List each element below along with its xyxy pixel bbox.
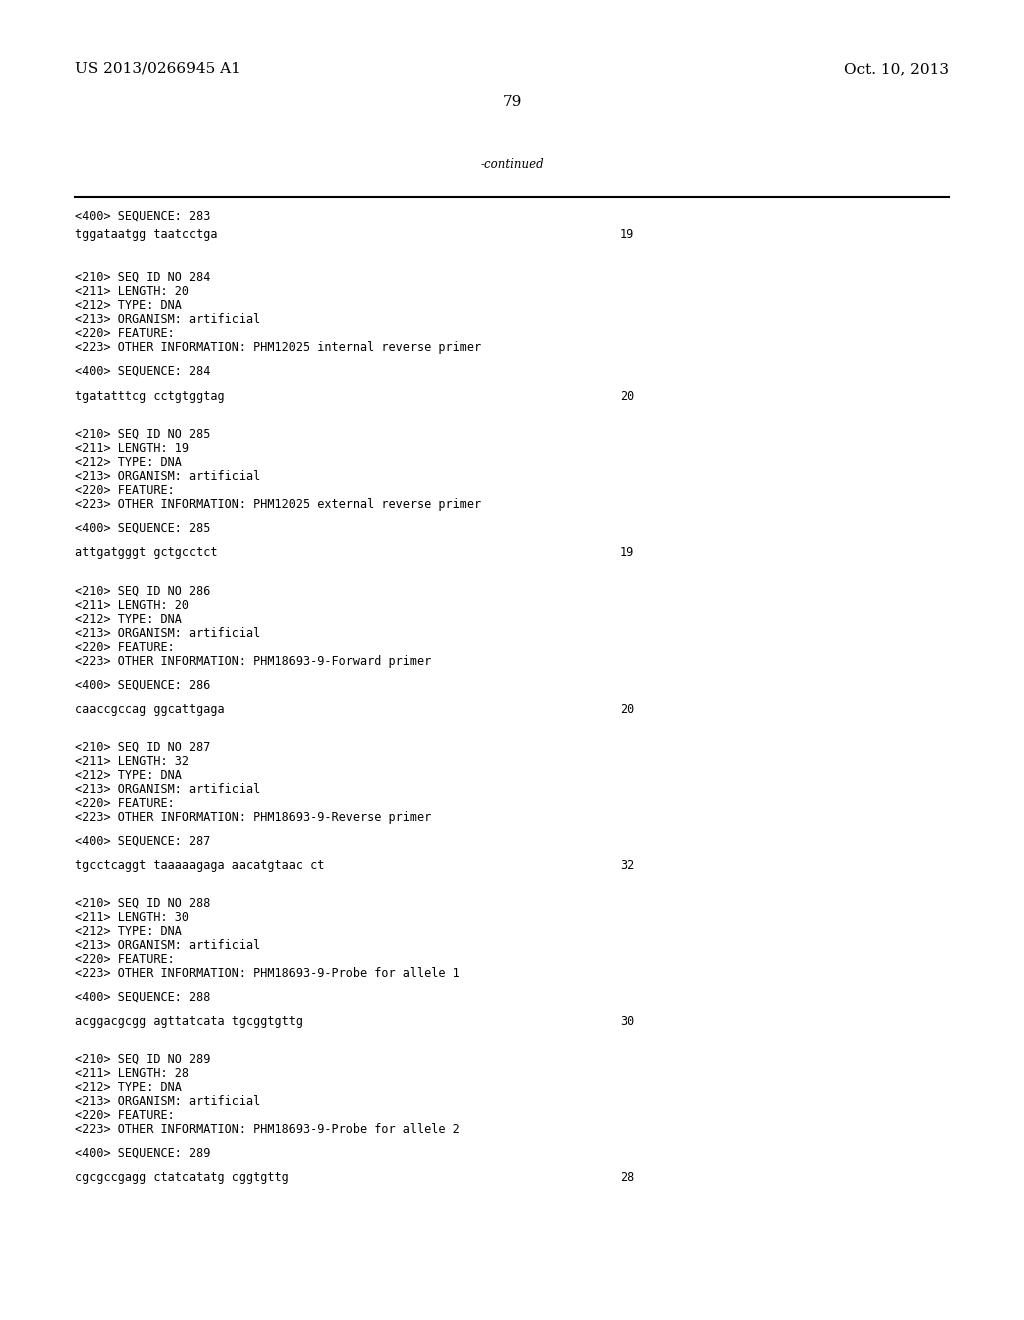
Text: <211> LENGTH: 32: <211> LENGTH: 32 [75,755,189,768]
Text: <220> FEATURE:: <220> FEATURE: [75,1109,175,1122]
Text: <213> ORGANISM: artificial: <213> ORGANISM: artificial [75,627,260,640]
Text: -continued: -continued [480,158,544,172]
Text: <400> SEQUENCE: 286: <400> SEQUENCE: 286 [75,678,210,692]
Text: <212> TYPE: DNA: <212> TYPE: DNA [75,612,182,626]
Text: <223> OTHER INFORMATION: PHM18693-9-Forward primer: <223> OTHER INFORMATION: PHM18693-9-Forw… [75,655,431,668]
Text: <220> FEATURE:: <220> FEATURE: [75,953,175,966]
Text: <210> SEQ ID NO 287: <210> SEQ ID NO 287 [75,741,210,754]
Text: <213> ORGANISM: artificial: <213> ORGANISM: artificial [75,313,260,326]
Text: attgatgggt gctgcctct: attgatgggt gctgcctct [75,546,217,558]
Text: <400> SEQUENCE: 285: <400> SEQUENCE: 285 [75,521,210,535]
Text: <400> SEQUENCE: 284: <400> SEQUENCE: 284 [75,366,210,378]
Text: 28: 28 [620,1171,634,1184]
Text: <220> FEATURE:: <220> FEATURE: [75,327,175,341]
Text: <220> FEATURE:: <220> FEATURE: [75,642,175,653]
Text: <212> TYPE: DNA: <212> TYPE: DNA [75,1081,182,1094]
Text: caaccgccag ggcattgaga: caaccgccag ggcattgaga [75,704,224,715]
Text: 20: 20 [620,389,634,403]
Text: <400> SEQUENCE: 283: <400> SEQUENCE: 283 [75,210,210,223]
Text: <400> SEQUENCE: 287: <400> SEQUENCE: 287 [75,836,210,847]
Text: <223> OTHER INFORMATION: PHM18693-9-Probe for allele 2: <223> OTHER INFORMATION: PHM18693-9-Prob… [75,1123,460,1137]
Text: <210> SEQ ID NO 285: <210> SEQ ID NO 285 [75,428,210,441]
Text: cgcgccgagg ctatcatatg cggtgttg: cgcgccgagg ctatcatatg cggtgttg [75,1171,289,1184]
Text: <223> OTHER INFORMATION: PHM12025 internal reverse primer: <223> OTHER INFORMATION: PHM12025 intern… [75,341,481,354]
Text: <212> TYPE: DNA: <212> TYPE: DNA [75,925,182,939]
Text: <223> OTHER INFORMATION: PHM18693-9-Reverse primer: <223> OTHER INFORMATION: PHM18693-9-Reve… [75,810,431,824]
Text: tgatatttcg cctgtggtag: tgatatttcg cctgtggtag [75,389,224,403]
Text: <213> ORGANISM: artificial: <213> ORGANISM: artificial [75,1096,260,1107]
Text: <210> SEQ ID NO 288: <210> SEQ ID NO 288 [75,898,210,909]
Text: <400> SEQUENCE: 288: <400> SEQUENCE: 288 [75,991,210,1005]
Text: <213> ORGANISM: artificial: <213> ORGANISM: artificial [75,470,260,483]
Text: tggataatgg taatcctga: tggataatgg taatcctga [75,228,217,242]
Text: <211> LENGTH: 20: <211> LENGTH: 20 [75,285,189,298]
Text: 32: 32 [620,859,634,873]
Text: <223> OTHER INFORMATION: PHM18693-9-Probe for allele 1: <223> OTHER INFORMATION: PHM18693-9-Prob… [75,968,460,979]
Text: <211> LENGTH: 19: <211> LENGTH: 19 [75,442,189,455]
Text: <212> TYPE: DNA: <212> TYPE: DNA [75,455,182,469]
Text: 30: 30 [620,1015,634,1028]
Text: US 2013/0266945 A1: US 2013/0266945 A1 [75,62,241,77]
Text: tgcctcaggt taaaaagaga aacatgtaac ct: tgcctcaggt taaaaagaga aacatgtaac ct [75,859,325,873]
Text: <213> ORGANISM: artificial: <213> ORGANISM: artificial [75,939,260,952]
Text: <223> OTHER INFORMATION: PHM12025 external reverse primer: <223> OTHER INFORMATION: PHM12025 extern… [75,498,481,511]
Text: <220> FEATURE:: <220> FEATURE: [75,484,175,498]
Text: <210> SEQ ID NO 286: <210> SEQ ID NO 286 [75,585,210,598]
Text: <210> SEQ ID NO 289: <210> SEQ ID NO 289 [75,1053,210,1067]
Text: 19: 19 [620,228,634,242]
Text: Oct. 10, 2013: Oct. 10, 2013 [844,62,949,77]
Text: <210> SEQ ID NO 284: <210> SEQ ID NO 284 [75,271,210,284]
Text: <211> LENGTH: 28: <211> LENGTH: 28 [75,1067,189,1080]
Text: <212> TYPE: DNA: <212> TYPE: DNA [75,770,182,781]
Text: acggacgcgg agttatcata tgcggtgttg: acggacgcgg agttatcata tgcggtgttg [75,1015,303,1028]
Text: 19: 19 [620,546,634,558]
Text: <211> LENGTH: 20: <211> LENGTH: 20 [75,599,189,612]
Text: <212> TYPE: DNA: <212> TYPE: DNA [75,300,182,312]
Text: <211> LENGTH: 30: <211> LENGTH: 30 [75,911,189,924]
Text: 20: 20 [620,704,634,715]
Text: <220> FEATURE:: <220> FEATURE: [75,797,175,810]
Text: 79: 79 [503,95,521,110]
Text: <400> SEQUENCE: 289: <400> SEQUENCE: 289 [75,1147,210,1160]
Text: <213> ORGANISM: artificial: <213> ORGANISM: artificial [75,783,260,796]
